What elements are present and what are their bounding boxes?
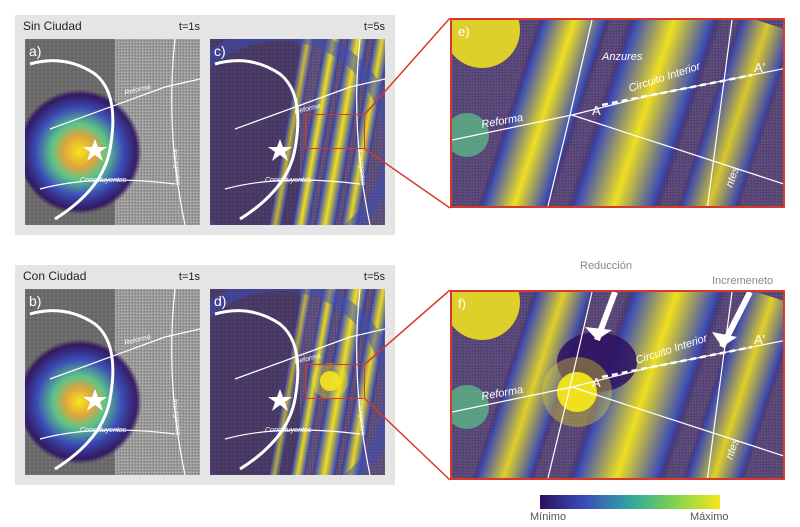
panel-f-label: f) xyxy=(458,296,466,311)
panel-a-time: t=1s xyxy=(25,21,200,33)
profile-a-start-f: A xyxy=(592,375,601,390)
panel-d-label: d) xyxy=(214,293,226,309)
panel-f: Reforma ntes Circuito Interior A A' f) xyxy=(450,290,785,480)
road-label-constituyentes-c: Constituyentes xyxy=(265,177,312,184)
panel-a: Reforma Constituyentes Insurgentes a) xyxy=(25,39,200,225)
profile-a-end-e: A' xyxy=(754,60,765,75)
group-con-ciudad: Con Ciudad Reforma Constituyentes Insurg… xyxy=(15,265,395,485)
road-label-constituyentes-b: Constituyentes xyxy=(80,427,127,434)
annotation-increment: Incremeneto xyxy=(712,275,773,287)
panel-e: Reforma ntes Anzures Circuito Interior A… xyxy=(450,18,785,208)
panel-c: Reforma Constituyentes Insurgentes c) xyxy=(210,39,385,225)
panel-a-label: a) xyxy=(29,43,41,59)
panel-c-time: t=5s xyxy=(210,21,385,33)
annotation-reduction: Reducción xyxy=(580,260,632,272)
area-label-anzures: Anzures xyxy=(601,51,643,63)
road-label-constituyentes: Constituyentes xyxy=(80,177,127,184)
panel-c-label: c) xyxy=(214,43,226,59)
colorbar-max-label: Máximo xyxy=(690,511,729,523)
panel-d-time: t=5s xyxy=(210,271,385,283)
panel-b: Reforma Constituyentes Insurgentes b) xyxy=(25,289,200,475)
profile-a-start-e: A xyxy=(592,103,601,118)
colorbar-min-label: Mínimo xyxy=(530,511,566,523)
road-label-constituyentes-d: Constituyentes xyxy=(265,427,312,434)
profile-a-end-f: A' xyxy=(754,332,765,347)
panel-d: Reforma Constituyentes Insurgentes d) xyxy=(210,289,385,475)
panel-e-label: e) xyxy=(458,24,470,39)
panel-b-label: b) xyxy=(29,293,41,309)
panel-b-time: t=1s xyxy=(25,271,200,283)
group-sin-ciudad: Sin Ciudad Reforma Constituyentes Insurg… xyxy=(15,15,395,235)
